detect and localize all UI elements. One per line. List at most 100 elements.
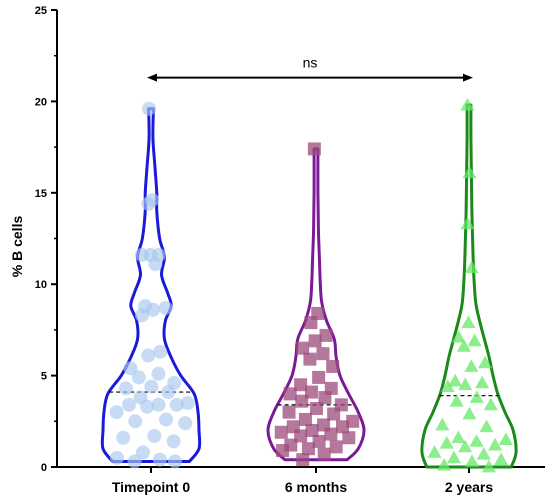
point-timepoint-0 — [148, 257, 163, 272]
point-2-years — [467, 333, 482, 347]
point-timepoint-0 — [159, 412, 174, 427]
point-6-months — [319, 328, 333, 342]
y-tick-label: 10 — [35, 279, 47, 291]
point-6-months — [327, 407, 341, 421]
annotations: ns — [147, 55, 473, 82]
point-6-months — [298, 412, 312, 426]
point-timepoint-0 — [109, 405, 124, 420]
point-6-months — [312, 434, 326, 448]
point-2-years — [462, 406, 477, 420]
y-tick-label: 0 — [41, 462, 47, 474]
point-6-months — [342, 431, 356, 445]
significance-label: ns — [303, 55, 318, 71]
point-2-years — [439, 436, 454, 449]
point-2-years — [464, 260, 479, 274]
data-points — [109, 97, 513, 473]
point-2-years — [464, 359, 479, 372]
point-timepoint-0 — [119, 381, 134, 396]
y-tick-label: 15 — [35, 188, 47, 200]
point-2-years — [469, 434, 484, 447]
point-6-months — [283, 387, 297, 401]
point-timepoint-0 — [134, 247, 149, 262]
point-6-months — [276, 444, 290, 458]
point-2-years — [498, 432, 513, 445]
point-timepoint-0 — [116, 430, 131, 445]
x-tick-label: 2 years — [445, 479, 493, 495]
point-6-months — [326, 359, 340, 373]
point-timepoint-0 — [153, 344, 168, 359]
point-timepoint-0 — [178, 416, 193, 431]
point-6-months — [308, 334, 322, 348]
point-6-months — [296, 453, 310, 467]
point-timepoint-0 — [151, 397, 166, 412]
point-2-years — [460, 97, 475, 111]
point-2-years — [460, 216, 475, 230]
point-6-months — [324, 427, 338, 441]
point-timepoint-0 — [167, 454, 182, 469]
point-6-months — [305, 423, 319, 437]
point-timepoint-0 — [169, 397, 184, 412]
point-2-years — [446, 450, 461, 464]
point-6-months — [346, 414, 360, 428]
point-6-months — [303, 352, 317, 366]
point-2-years — [476, 447, 491, 460]
point-2-years — [488, 437, 503, 451]
point-timepoint-0 — [151, 366, 166, 381]
point-timepoint-0 — [109, 450, 124, 465]
point-timepoint-0 — [128, 414, 143, 429]
point-2-years — [494, 452, 509, 466]
point-2-years — [448, 373, 463, 387]
point-2-years — [461, 315, 476, 328]
point-6-months — [336, 420, 350, 434]
point-timepoint-0 — [147, 428, 162, 443]
point-6-months — [282, 405, 296, 419]
point-2-years — [462, 165, 477, 179]
point-2-years — [481, 459, 496, 473]
point-2-years — [451, 430, 466, 444]
point-timepoint-0 — [127, 454, 142, 469]
point-6-months — [301, 442, 315, 456]
point-6-months — [329, 440, 343, 454]
y-axis-title: % B cells — [9, 216, 25, 278]
point-timepoint-0 — [123, 361, 138, 376]
point-2-years — [479, 419, 494, 433]
point-6-months — [296, 341, 310, 355]
point-6-months — [307, 142, 321, 156]
point-2-years — [440, 379, 455, 392]
x-tick-label: Timepoint 0 — [112, 479, 191, 495]
point-6-months — [295, 394, 309, 408]
point-2-years — [465, 454, 480, 467]
point-6-months — [316, 347, 330, 361]
point-timepoint-0 — [135, 308, 150, 323]
point-6-months — [294, 378, 308, 392]
point-2-years — [478, 355, 493, 369]
point-timepoint-0 — [131, 370, 146, 385]
y-tick-label: 25 — [35, 5, 47, 17]
point-6-months — [318, 391, 332, 405]
point-2-years — [451, 330, 466, 343]
point-timepoint-0 — [161, 385, 176, 400]
point-6-months — [312, 370, 326, 384]
point-6-months — [274, 425, 288, 439]
point-timepoint-0 — [141, 196, 156, 211]
point-timepoint-0 — [158, 300, 173, 315]
point-timepoint-0 — [180, 396, 195, 411]
y-tick-label: 5 — [41, 371, 47, 383]
x-tick-label: 6 months — [285, 479, 347, 495]
point-6-months — [304, 316, 318, 330]
point-2-years — [475, 375, 490, 389]
y-tick-label: 20 — [35, 96, 47, 108]
point-timepoint-0 — [152, 452, 167, 467]
point-timepoint-0 — [166, 434, 181, 449]
point-6-months — [317, 447, 331, 461]
point-2-years — [437, 457, 452, 471]
point-timepoint-0 — [145, 302, 160, 317]
point-2-years — [427, 445, 442, 458]
point-timepoint-0 — [121, 397, 136, 412]
point-2-years — [435, 417, 450, 431]
point-2-years — [483, 397, 498, 411]
point-timepoint-0 — [140, 399, 155, 414]
point-6-months — [309, 402, 323, 416]
point-timepoint-0 — [141, 348, 156, 363]
